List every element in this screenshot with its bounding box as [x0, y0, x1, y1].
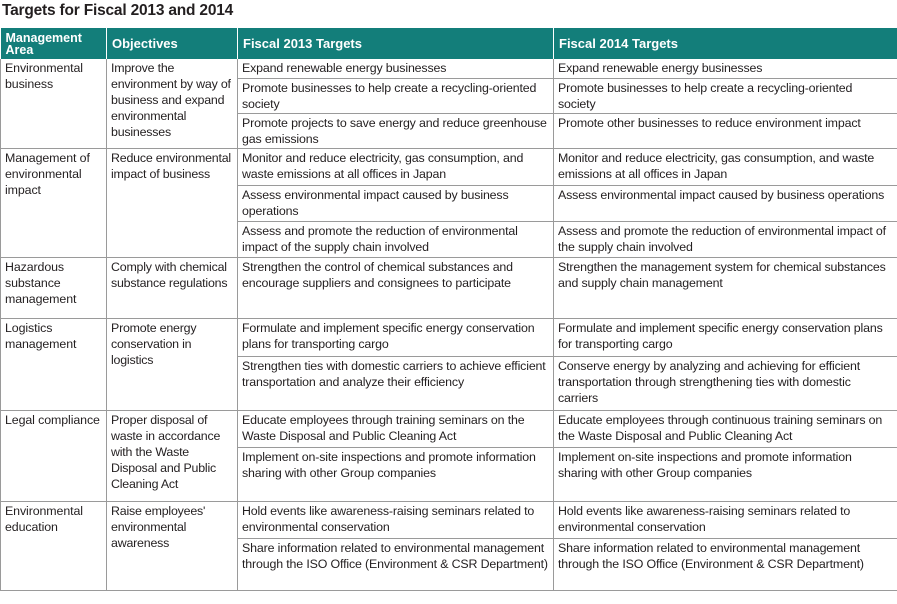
fy2014-target: Promote other businesses to reduce envir…	[553, 112, 897, 149]
header-fiscal-2014: Fiscal 2014 Targets	[553, 28, 897, 59]
table-row: Management of environmental impact Reduc…	[0, 147, 897, 258]
table-row: Logistics management Promote energy cons…	[0, 317, 897, 411]
objective-cell: Promote energy conservation in logistics	[106, 317, 238, 411]
fy2013-target: Formulate and implement specific energy …	[237, 317, 554, 357]
fy2014-target: Share information related to environment…	[553, 537, 897, 591]
fy2014-target: Strengthen the management system for che…	[553, 256, 897, 319]
fy2014-target: Monitor and reduce electricity, gas cons…	[553, 147, 897, 186]
table-row: Promote projects to save energy and redu…	[1, 112, 897, 149]
fy2013-target: Educate employees through training semin…	[237, 409, 554, 448]
header-objectives: Objectives	[106, 28, 238, 59]
fy2014-target: Assess environmental impact caused by bu…	[553, 184, 897, 222]
fy2013-target: Expand renewable energy businesses	[237, 59, 554, 79]
management-area-cell: Legal compliance	[0, 409, 107, 502]
fy2013-target: Promote projects to save energy and redu…	[237, 112, 554, 149]
fy2013-target: Assess and promote the reduction of envi…	[237, 220, 554, 258]
table-row: Legal compliance Proper disposal of wast…	[0, 409, 897, 502]
management-area-cell: Hazardous substance management	[0, 256, 107, 319]
table-row: Strengthen ties with domestic carriers t…	[1, 355, 897, 411]
header-fiscal-2013: Fiscal 2013 Targets	[237, 28, 554, 59]
table-row: Hazardous substance management Comply wi…	[0, 256, 897, 319]
fy2014-target: Educate employees through continuous tra…	[553, 409, 897, 448]
objective-cell: Reduce environmental impact of business	[106, 147, 238, 258]
header-management-area: Management Area	[0, 28, 107, 59]
management-area-cell: Management of environmental impact	[0, 147, 107, 258]
management-area-cell: Environmental business	[0, 59, 107, 149]
table-row: Environmental business Improve the envir…	[0, 59, 897, 149]
fy2013-target: Promote businesses to help create a recy…	[237, 77, 554, 114]
table-row: Promote businesses to help create a recy…	[1, 77, 897, 114]
objective-cell: Comply with chemical substance regulatio…	[106, 256, 238, 319]
header-row: Management Area Objectives Fiscal 2013 T…	[0, 28, 897, 59]
table-row: Share information related to environment…	[1, 537, 897, 591]
fy2014-target: Assess and promote the reduction of envi…	[553, 220, 897, 258]
page-title: Targets for Fiscal 2013 and 2014	[2, 2, 234, 19]
fy2013-target: Share information related to environment…	[237, 537, 554, 591]
fy2014-target: Conserve energy by analyzing and achievi…	[553, 355, 897, 411]
fy2014-target: Promote businesses to help create a recy…	[553, 77, 897, 114]
fy2013-target: Assess environmental impact caused by bu…	[237, 184, 554, 222]
fy2014-target: Implement on-site inspections and promot…	[553, 446, 897, 502]
table-row: Assess and promote the reduction of envi…	[1, 220, 897, 258]
fy2013-target: Strengthen the control of chemical subst…	[237, 256, 554, 319]
table-row: Environmental education Raise employees'…	[0, 500, 897, 591]
management-area-cell: Logistics management	[0, 317, 107, 411]
fy2014-target: Hold events like awareness-raising semin…	[553, 500, 897, 539]
table-row: Assess environmental impact caused by bu…	[1, 184, 897, 222]
fy2013-target: Monitor and reduce electricity, gas cons…	[237, 147, 554, 186]
fy2013-target: Implement on-site inspections and promot…	[237, 446, 554, 502]
fy2014-target: Expand renewable energy businesses	[553, 59, 897, 79]
fy2013-target: Strengthen ties with domestic carriers t…	[237, 355, 554, 411]
objective-cell: Raise employees' environmental awareness	[106, 500, 238, 591]
fy2013-target: Hold events like awareness-raising semin…	[237, 500, 554, 539]
management-area-cell: Environmental education	[0, 500, 107, 591]
targets-table: Management Area Objectives Fiscal 2013 T…	[0, 28, 897, 591]
objective-cell: Improve the environment by way of busine…	[106, 59, 238, 149]
objective-cell: Proper disposal of waste in accordance w…	[106, 409, 238, 502]
fy2014-target: Formulate and implement specific energy …	[553, 317, 897, 357]
